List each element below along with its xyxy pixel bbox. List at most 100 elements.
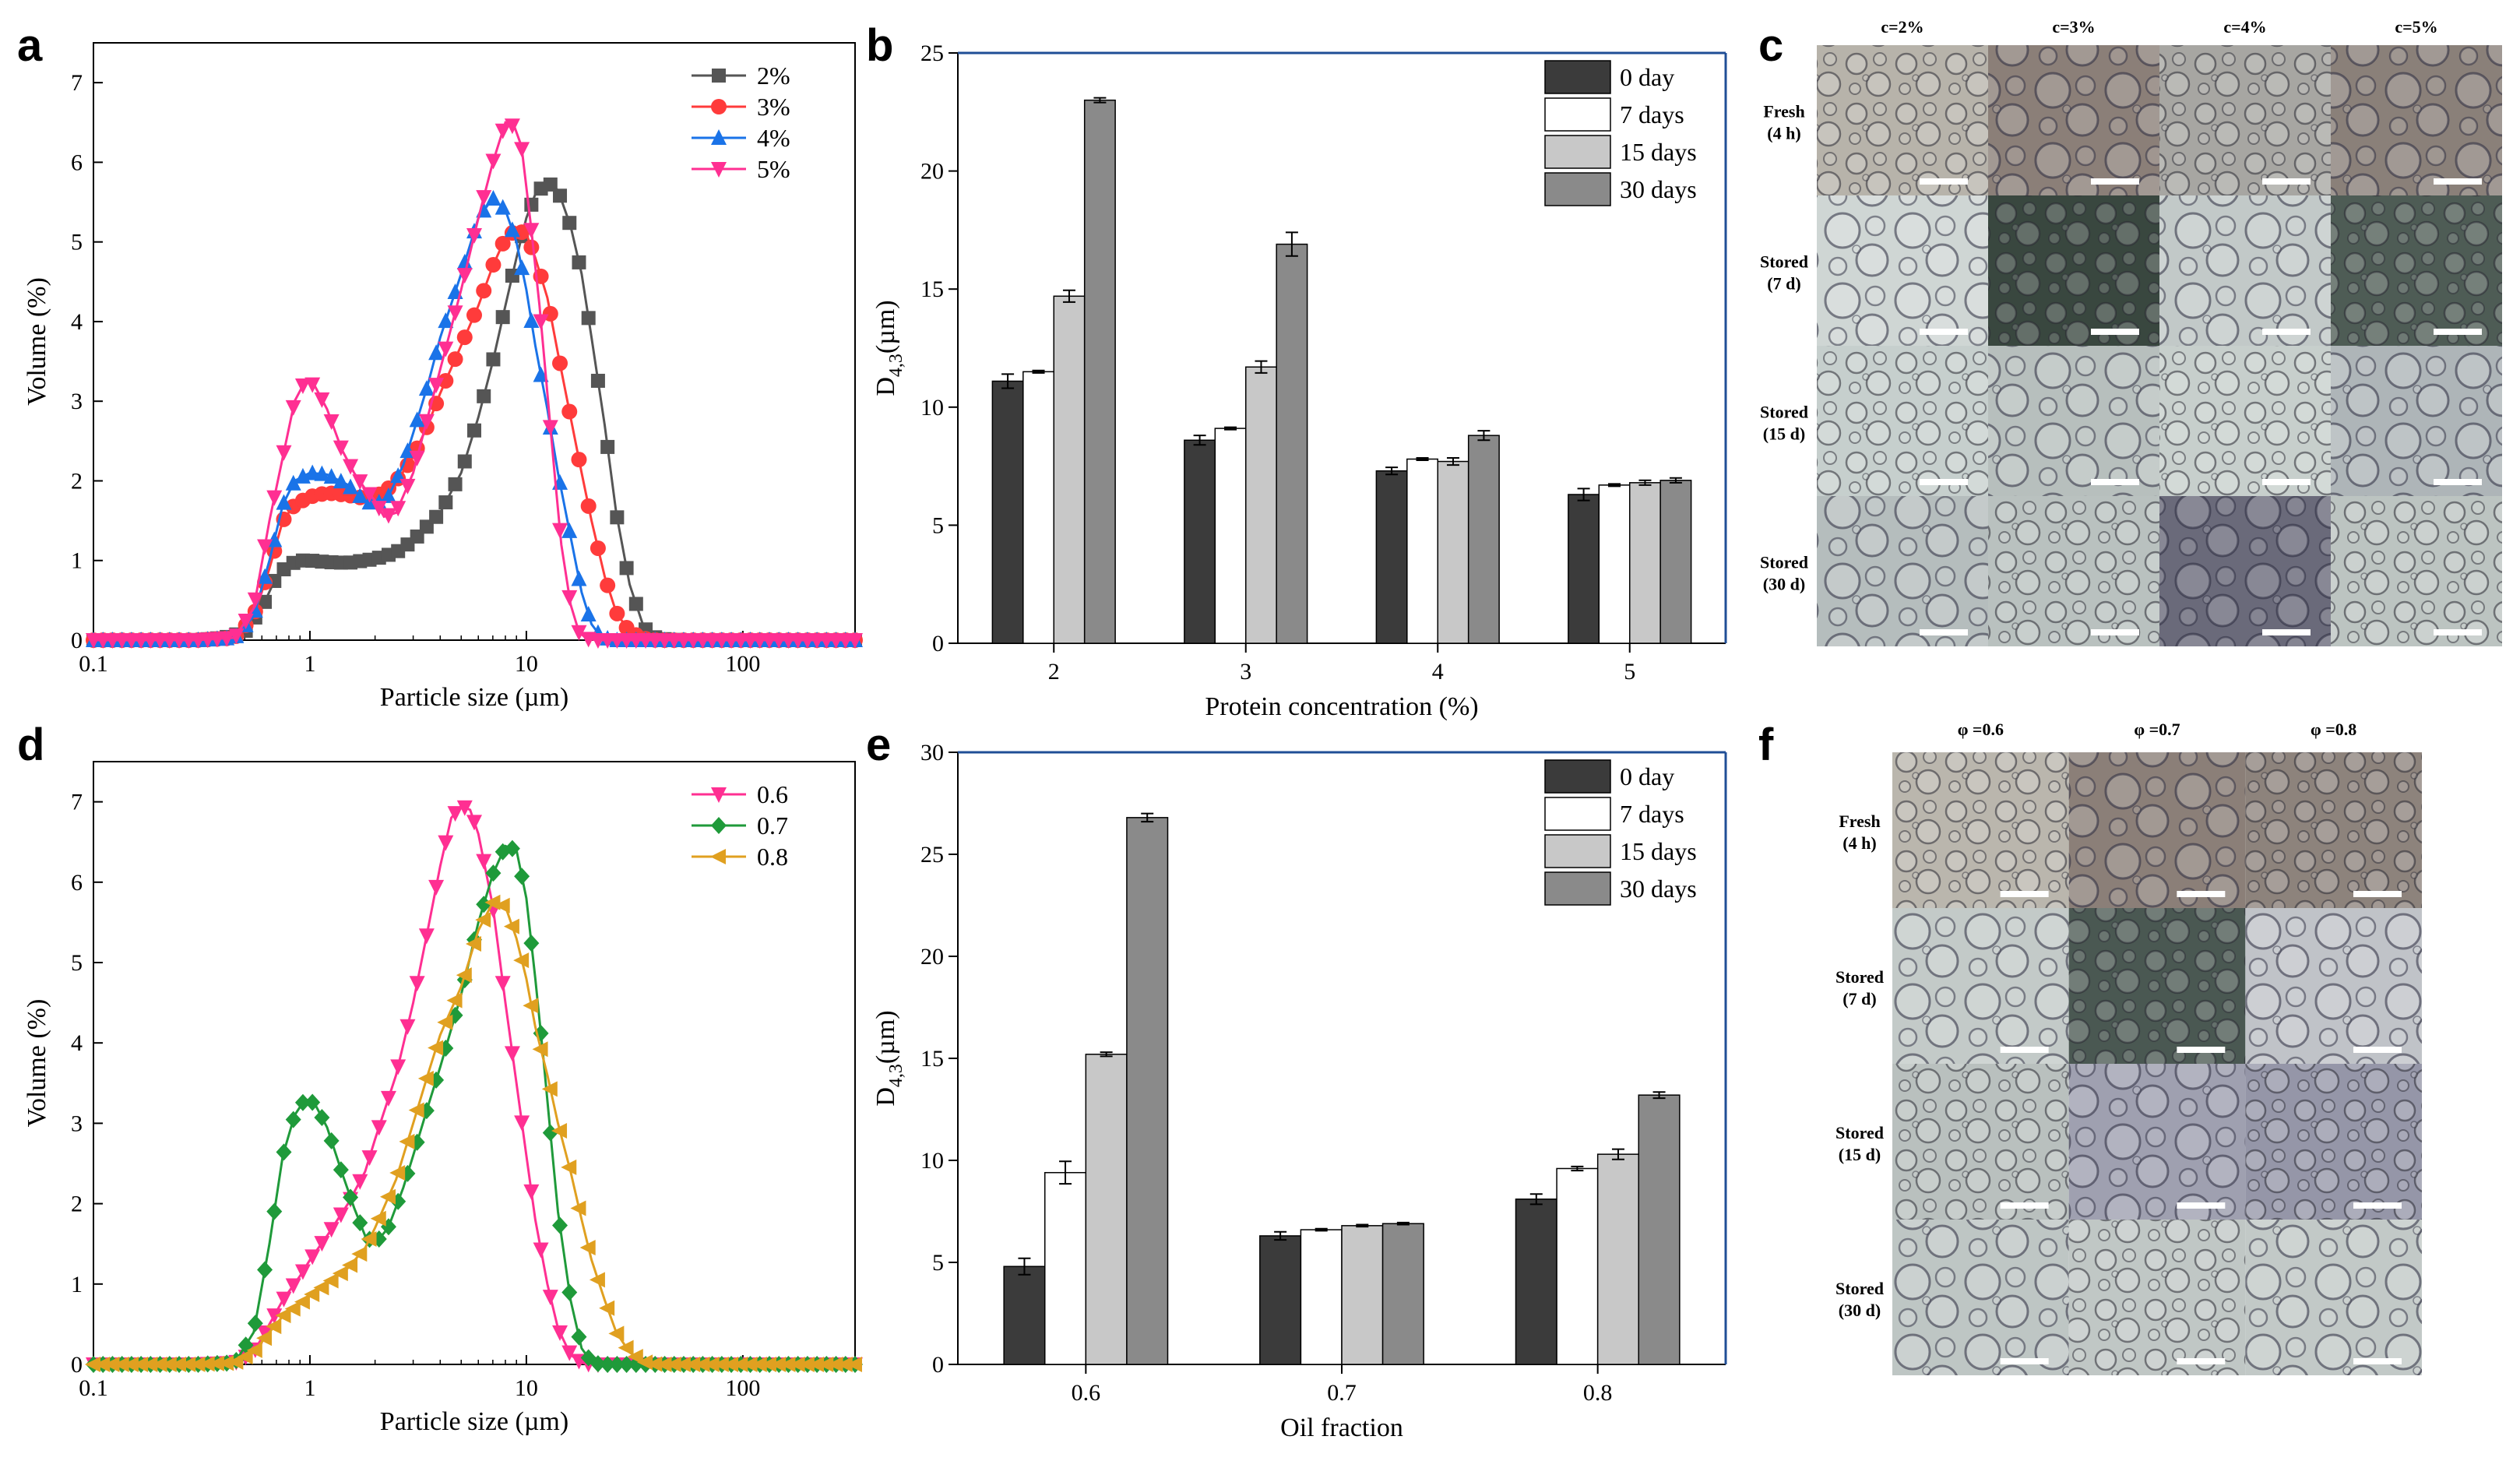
data-point (323, 1132, 340, 1149)
data-point (561, 1159, 577, 1175)
x-tick-label: 10 (515, 651, 538, 677)
row-header: Fresh (1839, 811, 1880, 831)
data-point (504, 118, 520, 135)
data-point (122, 1357, 139, 1372)
data-point (379, 1188, 396, 1205)
bar (1184, 439, 1216, 644)
legend-label: 7 days (1620, 800, 1684, 828)
data-point (618, 1339, 634, 1356)
data-point (579, 1240, 596, 1256)
data-point (314, 392, 330, 408)
legend-marker (711, 129, 727, 145)
data-point (789, 1357, 805, 1372)
y-tick-label: 1 (71, 1272, 83, 1297)
data-point (333, 1161, 349, 1179)
scale-bar (2177, 1047, 2226, 1053)
y-tick-label: 4 (71, 309, 83, 335)
data-point (227, 1354, 244, 1370)
data-point (190, 632, 206, 649)
series-0.8 (85, 894, 862, 1372)
column-header: φ =0.7 (2134, 720, 2180, 739)
row-header: (30 d) (1839, 1301, 1881, 1320)
scale-bar (1920, 629, 1968, 635)
data-point (142, 1357, 158, 1372)
data-point (380, 1090, 396, 1107)
data-point (542, 1124, 558, 1142)
data-point (247, 1315, 263, 1332)
data-point (285, 1278, 301, 1294)
y-tick-label: 20 (920, 159, 944, 185)
droplet-texture (2331, 195, 2502, 346)
row-header: Stored (1835, 967, 1884, 987)
y-tick-label: 6 (71, 870, 83, 896)
y-axis-label: D4,3(µm) (871, 1010, 906, 1106)
plot-frame (93, 761, 856, 1365)
data-point (732, 1357, 748, 1372)
data-point (285, 474, 301, 491)
legend-label: 0.7 (757, 811, 788, 840)
series-line (93, 844, 855, 1366)
legend-label: 0.8 (757, 843, 788, 871)
data-point (533, 314, 549, 330)
data-point (562, 216, 577, 231)
panel-label-c: c (1758, 20, 1783, 71)
data-point (561, 1345, 578, 1361)
x-tick-label: 0.8 (1583, 1380, 1613, 1406)
bar (1341, 1225, 1384, 1365)
data-point (533, 366, 549, 382)
bar (1556, 1167, 1599, 1365)
data-point (504, 221, 520, 238)
data-point (389, 1165, 406, 1181)
bar (1629, 482, 1661, 644)
y-tick-label: 10 (920, 1148, 944, 1174)
data-point (846, 1357, 862, 1372)
data-point (294, 1294, 310, 1310)
data-point (476, 896, 492, 913)
y-axis-label: Volume (%) (23, 277, 51, 406)
data-point (628, 597, 643, 611)
data-point (132, 1357, 149, 1372)
x-tick-label: 5 (1624, 659, 1635, 685)
data-point (456, 253, 473, 269)
data-point (285, 400, 301, 416)
data-point (276, 494, 292, 510)
data-point (284, 1301, 301, 1317)
data-point (237, 1349, 253, 1365)
data-point (257, 1325, 273, 1341)
x-tick-label: 100 (725, 1375, 760, 1401)
data-point (466, 307, 482, 323)
row-header: Stored (1760, 252, 1808, 272)
y-axis-label: Volume (%) (23, 999, 51, 1128)
row-header: Stored (1835, 1123, 1884, 1142)
data-point (257, 1261, 273, 1279)
data-point (380, 487, 396, 503)
bar (991, 380, 1024, 644)
data-point (371, 1120, 387, 1136)
legend-label: 15 days (1620, 837, 1697, 865)
droplet-texture (1817, 496, 1988, 646)
data-point (703, 1357, 720, 1372)
legend-marker (711, 817, 727, 834)
bar (1659, 480, 1692, 644)
data-point (351, 1246, 368, 1262)
data-point (257, 539, 273, 555)
y-tick-label: 5 (932, 512, 944, 538)
data-point (485, 189, 502, 206)
droplet-texture (1988, 195, 2159, 346)
data-point (600, 1356, 616, 1373)
y-tick-label: 3 (71, 389, 83, 414)
data-point (390, 1059, 407, 1075)
droplet-texture (1817, 45, 1988, 195)
scale-bar (2000, 1202, 2049, 1209)
y-tick-label: 0 (71, 1352, 83, 1378)
x-tick-label: 0.7 (1327, 1380, 1357, 1406)
data-point (370, 1210, 386, 1227)
data-point (352, 487, 368, 503)
bar (1259, 1235, 1302, 1365)
data-point (323, 468, 340, 484)
chart-b-d43-protein: 0 5 10 15 20 25 2 3 4 5 Protein concentration (%) D… (871, 40, 1727, 721)
data-point (333, 1207, 349, 1223)
data-point (494, 897, 510, 913)
data-point (541, 1081, 558, 1097)
y-tick-label: 5 (71, 950, 83, 976)
